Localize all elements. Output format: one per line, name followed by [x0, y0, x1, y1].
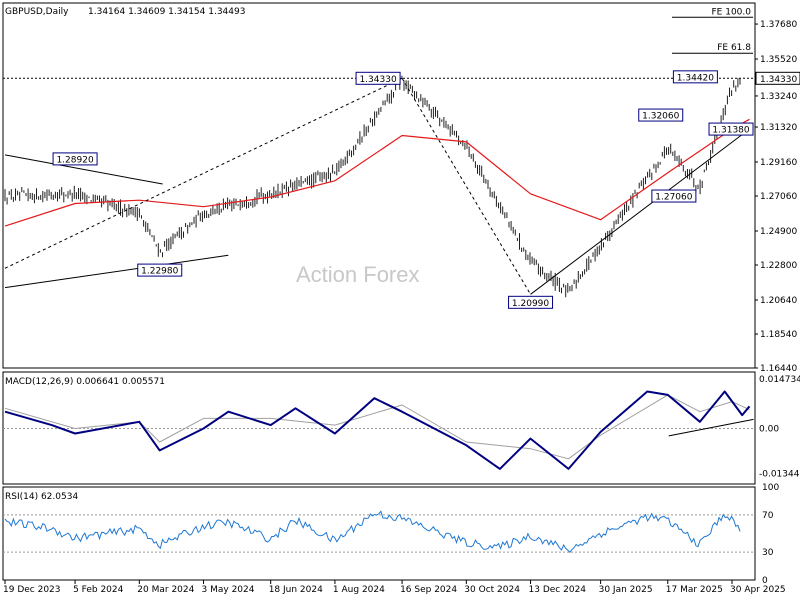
level-label: 1.27060 [655, 193, 692, 203]
x-tick-label: 19 Dec 2023 [3, 585, 61, 595]
level-label-box [708, 122, 754, 136]
level-label-box [52, 152, 98, 166]
rsi-title: RSI(14) 62.0534 [5, 492, 78, 502]
resistance-trendline [4, 154, 163, 185]
x-tick-label: 30 Apr 2025 [730, 585, 786, 595]
price-tick-label: 1.27060 [760, 192, 797, 202]
x-tick-label: 5 Feb 2024 [73, 585, 124, 595]
rsi-tick-label: 0 [762, 576, 768, 586]
x-tick-label: 3 May 2024 [202, 585, 255, 595]
support-trendline [4, 254, 229, 289]
uptrend-line [530, 128, 750, 295]
price-tick-label: 1.18540 [760, 330, 797, 340]
macd-panel-frame [2, 371, 756, 485]
x-tick-label: 1 Aug 2024 [333, 585, 385, 595]
level-label-box [355, 71, 401, 85]
macd-tick-label: 0.014734 [759, 375, 800, 385]
x-tick-label: 18 Jun 2024 [269, 585, 323, 595]
x-tick-label: 16 Sep 2024 [400, 585, 457, 595]
level-label-box [651, 189, 697, 203]
level-label-box [672, 70, 718, 84]
price-tick-label: 1.31320 [760, 123, 797, 133]
x-tick-label: 17 Mar 2025 [666, 585, 723, 595]
price-tick-label: 1.16440 [760, 364, 797, 374]
level-label: 1.20990 [512, 299, 549, 309]
x-tick-label: 13 Dec 2024 [529, 585, 587, 595]
price-tick-label: 1.35520 [760, 55, 797, 65]
rsi-tick-label: 70 [762, 511, 774, 521]
fib-label: FE 61.8 [717, 43, 751, 53]
channel-trendline-dashed [4, 77, 403, 269]
level-label-box [638, 108, 684, 122]
fib-label: FE 100.0 [712, 7, 752, 17]
macd-signal-line [4, 394, 750, 460]
chart-ohlc: 1.34164 1.34609 1.34154 1.34493 [88, 7, 245, 17]
price-tick-label: 1.20640 [760, 296, 797, 306]
level-label: 1.32060 [642, 112, 679, 122]
current-price-label: 1.34330 [760, 75, 797, 85]
level-label-box [137, 263, 183, 277]
price-tick-label: 1.24900 [760, 227, 797, 237]
price-panel-frame [2, 2, 756, 369]
level-label: 1.31380 [712, 126, 749, 136]
rsi-panel-frame [2, 486, 756, 581]
macd-line [4, 390, 751, 470]
macd-tick-label: -0.013442 [759, 470, 800, 480]
x-tick-label: 30 Jan 2025 [599, 585, 653, 595]
level-label: 1.28920 [56, 155, 93, 165]
watermark: Action Forex [296, 262, 420, 287]
price-tick-label: 1.37680 [760, 20, 797, 30]
macd-trendline [668, 418, 754, 437]
price-tick-label: 1.29160 [760, 158, 797, 168]
level-label: 1.34330 [359, 75, 396, 85]
rsi-tick-label: 30 [762, 548, 774, 558]
level-label-box [508, 295, 554, 309]
macd-tick-label: 0.00 [759, 425, 779, 435]
sma-line [4, 118, 750, 227]
current-price-tag [755, 71, 800, 85]
price-tick-label: 1.22800 [760, 261, 797, 271]
macd-title: MACD(12,26,9) 0.006641 0.005571 [5, 377, 165, 387]
rsi-line [4, 510, 741, 553]
x-tick-label: 20 Mar 2024 [137, 585, 194, 595]
level-label: 1.34420 [677, 73, 714, 83]
chart-symbol: GBPUSD,Daily [5, 7, 69, 17]
price-tick-label: 1.33240 [760, 92, 797, 102]
x-tick-label: 30 Oct 2024 [464, 585, 520, 595]
level-label: 1.22980 [141, 267, 178, 277]
rsi-tick-label: 100 [762, 483, 779, 493]
